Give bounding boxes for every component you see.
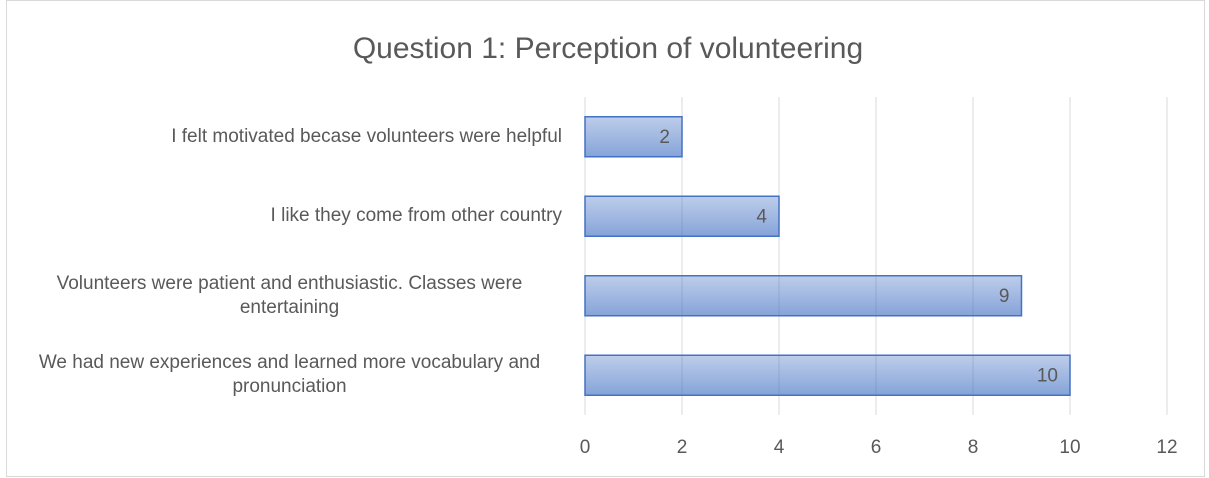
- bar: [584, 195, 780, 237]
- data-label: 4: [756, 206, 767, 227]
- data-label: 10: [1037, 365, 1058, 386]
- chart-title: Question 1: Perception of volunteering: [353, 32, 863, 65]
- x-tick-label: 2: [677, 437, 688, 458]
- x-tick-label: 12: [1156, 437, 1177, 458]
- x-tick-label: 6: [871, 437, 882, 458]
- bar: [584, 275, 1023, 317]
- x-tick-label: 0: [580, 437, 591, 458]
- y-tick-label: Volunteers were patient and enthusiastic…: [56, 272, 523, 318]
- x-tick-label: 4: [774, 437, 785, 458]
- bar: [584, 354, 1071, 396]
- x-tick-label: 10: [1059, 437, 1080, 458]
- x-tick-label: 8: [968, 437, 979, 458]
- y-tick-label: We had new experiences and learned more …: [38, 352, 541, 398]
- y-tick-label: I felt motivated becase volunteers were …: [171, 125, 562, 147]
- y-tick-label: I like they come from other country: [270, 205, 562, 227]
- chart-border: [6, 0, 1205, 477]
- data-label: 2: [659, 127, 670, 148]
- data-label: 9: [999, 286, 1010, 307]
- bar: [584, 116, 683, 158]
